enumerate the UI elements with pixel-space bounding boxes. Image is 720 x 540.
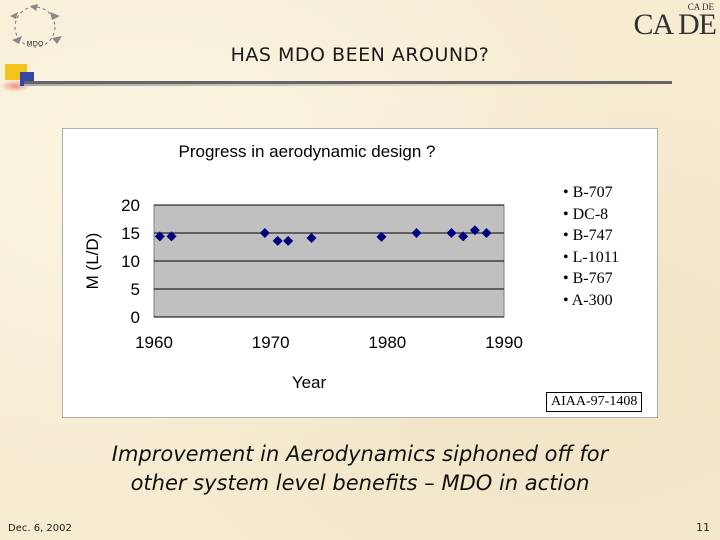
caption-line-1: Improvement in Aerodynamics siphoned off… — [111, 442, 609, 466]
data-points — [154, 225, 492, 246]
mdo-logo: MDO — [2, 2, 72, 52]
aircraft-item: • L-1011 — [563, 248, 620, 266]
y-tick-label: 10 — [121, 252, 140, 271]
cade-logo-main: CA DE — [633, 8, 717, 41]
data-point — [458, 231, 469, 242]
mdo-logo-icon: MDO — [10, 4, 62, 48]
gridlines — [154, 204, 504, 318]
aircraft-item: • A-300 — [563, 291, 613, 309]
y-tick-label: 5 — [131, 280, 140, 299]
y-axis-label: M (L/D) — [83, 233, 102, 290]
cade-logo-small: CA DE — [687, 2, 714, 12]
data-point — [376, 231, 387, 242]
mdo-logo-label: MDO — [27, 40, 44, 48]
x-axis-label: Year — [292, 373, 327, 392]
title-rule-shadow — [24, 84, 672, 86]
source-reference: AIAA-97-1408 — [546, 392, 643, 412]
x-tick-label: 1970 — [252, 333, 290, 352]
data-point — [272, 235, 283, 246]
data-point — [411, 228, 422, 238]
x-tick-label: 1960 — [135, 333, 173, 352]
chart-title: Progress in aerodynamic design ? — [178, 142, 435, 161]
x-tick-label: 1990 — [485, 333, 523, 352]
aircraft-item: • B-747 — [563, 227, 613, 244]
data-point — [481, 228, 492, 238]
y-tick-label: 0 — [131, 308, 140, 327]
page-number: 11 — [696, 521, 710, 534]
aircraft-list: • B-707 • DC-8 • B-747 • L-1011 • B-767 … — [563, 182, 619, 311]
data-point — [306, 233, 317, 244]
aircraft-item: • DC-8 — [563, 205, 609, 223]
slide-caption: Improvement in Aerodynamics siphoned off… — [0, 440, 720, 498]
data-point — [446, 228, 457, 238]
data-point — [154, 231, 165, 242]
cade-logo: CA DE CA DE — [626, 2, 717, 42]
data-point — [259, 228, 270, 238]
y-tick-label: 20 — [121, 196, 140, 215]
data-point — [469, 225, 480, 236]
scatter-chart: Progress in aerodynamic design ? 0 5 10 15 2… — [83, 142, 523, 392]
x-tick-label: 1980 — [368, 333, 406, 352]
aircraft-item: • B-707 — [563, 184, 613, 201]
footer-date: Dec. 6, 2002 — [8, 523, 72, 534]
caption-line-2: other system level benefits – MDO in act… — [130, 471, 590, 495]
data-point — [166, 231, 177, 242]
x-tick-labels: 1960 1970 1980 1990 — [135, 333, 523, 352]
title-rule — [24, 81, 672, 84]
y-tick-labels: 0 5 10 15 20 — [121, 196, 140, 327]
page-title: HAS MDO BEEN AROUND? — [230, 44, 490, 66]
y-tick-label: 15 — [121, 224, 140, 243]
aircraft-item: • B-767 — [563, 270, 613, 287]
data-point — [283, 235, 294, 246]
